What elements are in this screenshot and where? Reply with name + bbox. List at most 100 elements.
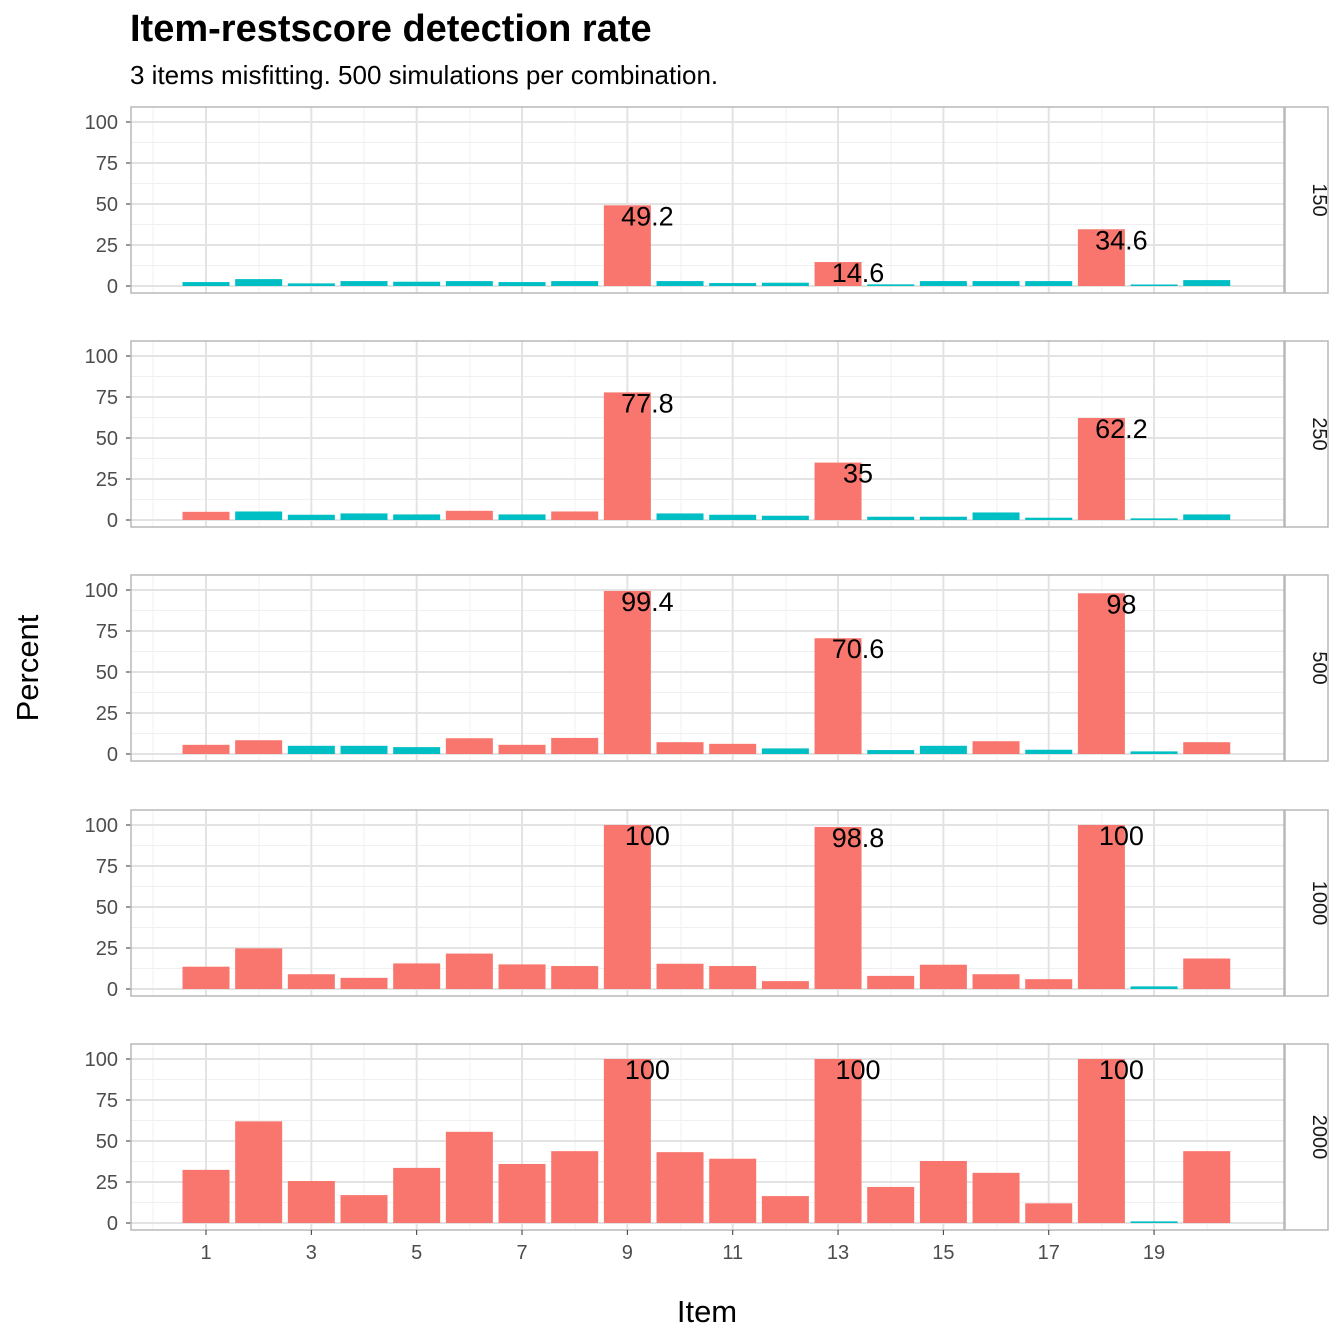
- y-tick-label: 25: [96, 1172, 118, 1194]
- bar-item-15: [919, 281, 967, 286]
- data-label-item-18: 62.2: [1095, 414, 1148, 444]
- bar-item-19: [1130, 986, 1178, 989]
- y-tick-label: 0: [107, 276, 118, 298]
- bar-item-15: [919, 516, 967, 520]
- bar-item-1: [182, 744, 230, 754]
- y-tick-label: 75: [96, 153, 118, 175]
- bar-item-18: [1077, 825, 1125, 989]
- facet-strip-label: 2000: [1308, 1115, 1330, 1160]
- data-label-item-13: 100: [836, 1055, 881, 1085]
- bar-item-10: [656, 513, 704, 520]
- data-label-item-9: 100: [625, 1055, 670, 1085]
- bar-item-11: [709, 1158, 757, 1223]
- x-tick-label: 19: [1143, 1242, 1165, 1264]
- bar-item-6: [445, 1131, 493, 1223]
- y-tick-label: 100: [85, 1049, 118, 1071]
- facet-strip: [1284, 574, 1329, 762]
- bar-item-12: [761, 981, 809, 989]
- bar-item-16: [972, 1172, 1020, 1223]
- bar-item-10: [656, 281, 704, 286]
- y-tick-label: 100: [85, 815, 118, 837]
- bar-item-7: [498, 964, 546, 989]
- bar-item-16: [972, 974, 1020, 989]
- panel-border: [130, 340, 1285, 528]
- bar-item-18: [1077, 1059, 1125, 1223]
- bar-item-2: [235, 948, 283, 989]
- bar-item-5: [393, 963, 441, 989]
- y-tick-label: 75: [96, 621, 118, 643]
- x-tick-label: 3: [306, 1242, 317, 1264]
- bar-item-1: [182, 282, 230, 286]
- facet-strip-label: 150: [1308, 183, 1330, 216]
- panel-border: [130, 809, 1285, 997]
- bar-item-1: [182, 966, 230, 989]
- bar-item-1: [182, 1169, 230, 1223]
- bar-item-4: [340, 513, 388, 520]
- y-tick-label: 75: [96, 387, 118, 409]
- bar-item-6: [445, 738, 493, 754]
- bar-item-20: [1183, 1151, 1231, 1223]
- facet-panel-150: 0 25 50 75 100 49.2 14.6 34.6 150: [85, 106, 1330, 298]
- facet-strip: [1284, 809, 1329, 997]
- facet-strip: [1284, 106, 1329, 294]
- bar-item-14: [867, 975, 915, 989]
- bar-item-14: [867, 516, 915, 520]
- bar-item-19: [1130, 1221, 1178, 1223]
- bar-item-5: [393, 1167, 441, 1223]
- facet-panel-1000: 0 25 50 75 100 100 98.8 100 1000: [85, 809, 1330, 1001]
- y-tick-label: 0: [107, 1213, 118, 1235]
- y-tick-label: 50: [96, 662, 118, 684]
- bar-item-16: [972, 512, 1020, 520]
- bar-item-20: [1183, 958, 1231, 989]
- bar-item-9: [603, 392, 651, 520]
- data-label-item-18: 34.6: [1095, 225, 1148, 255]
- bar-item-7: [498, 514, 546, 520]
- x-tick-label: 7: [516, 1242, 527, 1264]
- bar-item-2: [235, 740, 283, 754]
- bar-item-14: [867, 1186, 915, 1223]
- y-tick-label: 0: [107, 744, 118, 766]
- bar-item-9: [603, 590, 651, 754]
- bar-item-4: [340, 1195, 388, 1223]
- bar-item-15: [919, 1161, 967, 1223]
- facet-panel-2000: 0 25 50 75 100 100 100 100 2000: [85, 1043, 1330, 1235]
- bar-item-13: [814, 462, 862, 520]
- data-label-item-18: 100: [1099, 1055, 1144, 1085]
- bar-item-8: [551, 281, 599, 286]
- x-tick-label: 9: [622, 1242, 633, 1264]
- bar-item-11: [709, 966, 757, 989]
- data-label-item-9: 99.4: [621, 587, 674, 617]
- x-tick-label: 1: [200, 1242, 211, 1264]
- bar-item-3: [287, 745, 335, 754]
- data-label-item-13: 98.8: [832, 823, 885, 853]
- y-tick-label: 75: [96, 856, 118, 878]
- facet-panel-500: 0 25 50 75 100 99.4 70.6 98 500: [85, 574, 1330, 766]
- bar-item-13: [814, 638, 862, 754]
- bar-item-19: [1130, 518, 1178, 520]
- y-tick-label: 100: [85, 346, 118, 368]
- bar-item-8: [551, 737, 599, 754]
- bar-item-19: [1130, 284, 1178, 286]
- data-label-item-9: 100: [625, 821, 670, 851]
- bar-item-10: [656, 963, 704, 989]
- bar-item-18: [1077, 417, 1125, 520]
- data-label-item-18: 100: [1099, 821, 1144, 851]
- bar-item-6: [445, 281, 493, 286]
- bar-item-2: [235, 511, 283, 520]
- bar-item-12: [761, 282, 809, 286]
- panel-border: [130, 106, 1285, 294]
- facet-panel-250: 0 25 50 75 100 77.8 35 62.2 250: [85, 340, 1330, 532]
- bar-item-17: [1025, 517, 1073, 520]
- bar-item-13: [814, 1059, 862, 1223]
- bar-item-3: [287, 514, 335, 520]
- y-tick-label: 25: [96, 469, 118, 491]
- y-tick-label: 25: [96, 938, 118, 960]
- x-axis-title: Item: [677, 1294, 737, 1329]
- bar-item-14: [867, 750, 915, 754]
- facet-strip-label: 250: [1308, 417, 1330, 450]
- bar-item-11: [709, 743, 757, 754]
- y-tick-label: 0: [107, 510, 118, 532]
- bar-item-1: [182, 511, 230, 520]
- chart-subtitle: 3 items misfitting. 500 simulations per …: [130, 60, 719, 90]
- bar-item-14: [867, 284, 915, 286]
